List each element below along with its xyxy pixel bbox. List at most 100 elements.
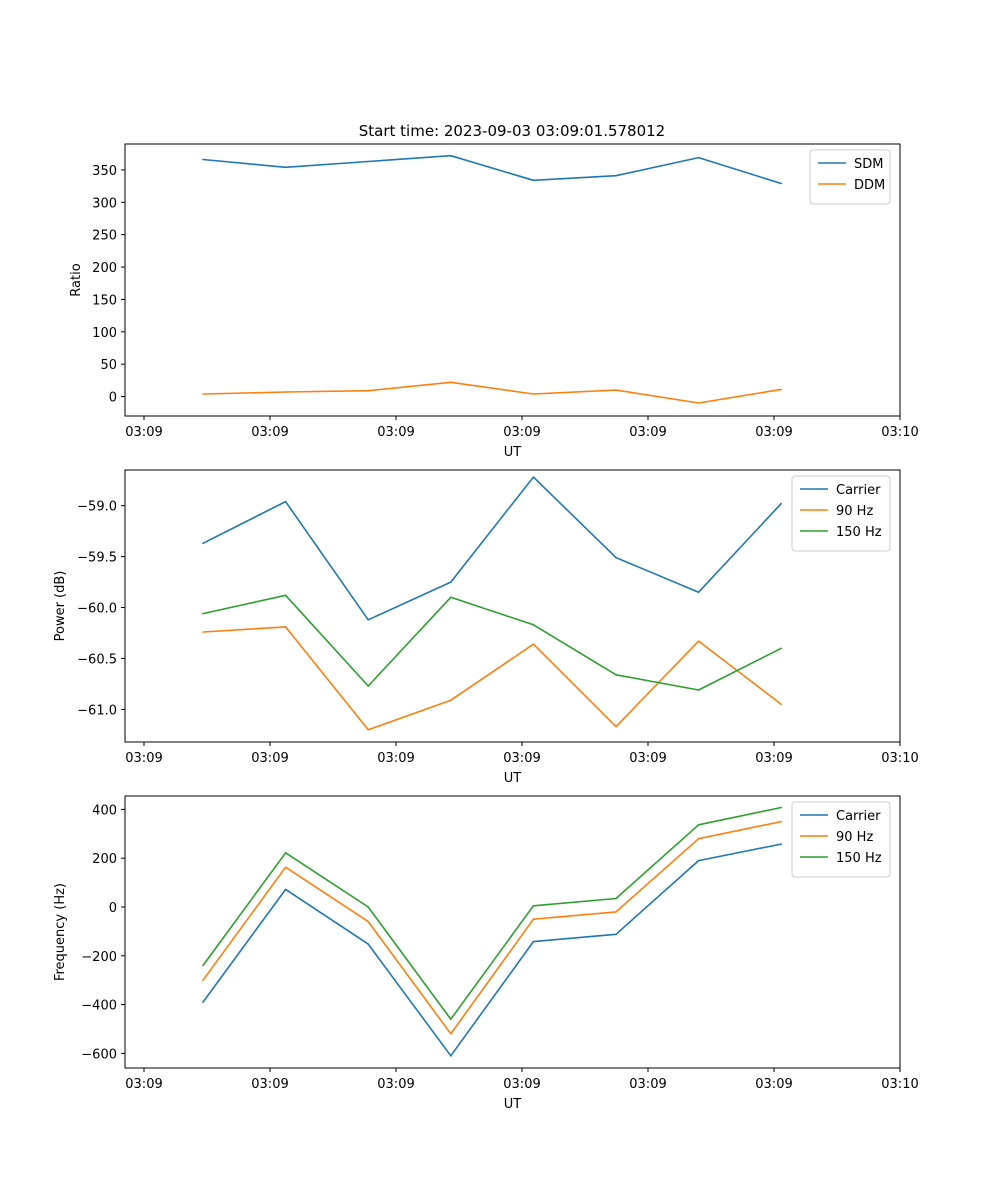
series-line-ddm (202, 381, 782, 404)
panel-ratio: Start time: 2023-09-03 03:09:01.578012 0… (69, 122, 919, 460)
y-tick-label: −400 (81, 999, 117, 1014)
x-tick-label: 03:09 (755, 751, 792, 766)
legend-box (791, 801, 891, 878)
data-point (697, 402, 700, 404)
legend-label: SDM (854, 157, 883, 172)
x-tick-label: 03:09 (503, 425, 540, 440)
data-point (780, 703, 782, 706)
x-tick-label: 03:09 (755, 425, 792, 440)
y-tick-label: 300 (92, 196, 117, 211)
data-point (615, 389, 617, 391)
data-point (615, 556, 617, 559)
series-line-90-hz (202, 820, 782, 1035)
data-point (284, 166, 287, 169)
data-point (450, 1018, 452, 1020)
x-axis-label: UT (504, 1097, 522, 1112)
data-point (532, 624, 535, 626)
y-tick-label: 200 (92, 852, 117, 867)
y-tick-label: 250 (92, 229, 117, 244)
y-tick-label: −61.0 (77, 703, 117, 718)
y-tick-label: 200 (92, 261, 117, 276)
y-tick-label: 350 (92, 164, 117, 179)
y-axis-label: Power (dB) (53, 571, 68, 642)
data-point (367, 906, 370, 908)
y-tick-label: 0 (109, 391, 117, 406)
data-point (450, 154, 452, 157)
data-point (284, 500, 287, 503)
y-tick-label: −60.0 (77, 602, 117, 617)
data-point (367, 160, 370, 163)
x-tick-label: 03:09 (377, 751, 414, 766)
data-point (532, 393, 535, 395)
series-line-150-hz (202, 594, 782, 691)
x-tick-label: 03:09 (377, 1077, 414, 1092)
legend-label: 150 Hz (836, 525, 882, 540)
data-point (780, 502, 782, 505)
data-point (780, 820, 782, 823)
x-axis-label: UT (504, 771, 522, 786)
data-point (615, 933, 617, 936)
x-tick-label: 03:09 (125, 425, 162, 440)
x-tick-label: 03:10 (881, 751, 918, 766)
x-tick-label: 03:09 (755, 1077, 792, 1092)
data-point (284, 626, 287, 628)
x-tick-label: 03:09 (251, 751, 288, 766)
data-point (367, 619, 370, 621)
y-tick-label: 400 (92, 803, 117, 818)
data-point (780, 182, 782, 185)
y-tick-label: 50 (100, 358, 117, 373)
panel-frequency: 03:09 03:09 03:09 03:09 03:09 03:09 03:10 −600 −… (53, 795, 919, 1112)
data-point (697, 859, 700, 862)
x-tick-label: 03:09 (125, 1077, 162, 1092)
x-tick-label: 03:09 (629, 1077, 666, 1092)
data-point (367, 920, 370, 923)
series-line-150-hz (202, 806, 782, 1021)
data-point (532, 643, 535, 645)
data-point (450, 381, 452, 384)
panel-power: 03:09 03:09 03:09 03:09 03:09 03:09 03:10 −61.0… (53, 469, 919, 786)
y-tick-label: −59.0 (77, 500, 117, 515)
axes-frame (124, 469, 901, 743)
data-point (532, 940, 535, 943)
data-point (367, 943, 370, 945)
legend: Carrier 90 Hz 150 Hz (791, 801, 891, 878)
x-tick-label: 03:09 (251, 425, 288, 440)
x-tick-label: 03:09 (377, 425, 414, 440)
legend: SDM DDM (809, 149, 891, 205)
data-point (202, 964, 204, 967)
data-point (532, 918, 535, 920)
y-axis-label: Frequency (Hz) (53, 883, 68, 981)
data-point (202, 1001, 204, 1003)
data-point (202, 542, 204, 545)
data-point (697, 591, 700, 593)
y-tick-label: −200 (81, 950, 117, 965)
series-line-carrier (202, 843, 782, 1057)
series-line-carrier (202, 476, 782, 621)
x-tick-label: 03:10 (881, 425, 918, 440)
data-point (450, 1055, 452, 1057)
data-point (780, 388, 782, 391)
axes-frame (124, 795, 901, 1069)
x-tick-label: 03:09 (629, 751, 666, 766)
data-point (284, 594, 287, 597)
data-point (450, 1033, 452, 1035)
data-point (284, 852, 287, 854)
series-line-sdm (202, 154, 782, 185)
data-point (697, 837, 700, 840)
y-tick-label: −59.5 (77, 551, 117, 566)
data-point (615, 911, 617, 913)
data-point (532, 179, 535, 182)
data-point (202, 612, 204, 615)
data-point (367, 729, 370, 731)
x-tick-label: 03:09 (125, 751, 162, 766)
y-tick-label: −600 (81, 1047, 117, 1062)
data-point (367, 389, 370, 392)
data-point (450, 581, 452, 583)
data-point (615, 674, 617, 676)
data-point (615, 725, 617, 728)
legend-label: 90 Hz (836, 830, 873, 845)
series-line-90-hz (202, 626, 782, 731)
legend-box (791, 475, 891, 552)
data-point (202, 979, 204, 981)
